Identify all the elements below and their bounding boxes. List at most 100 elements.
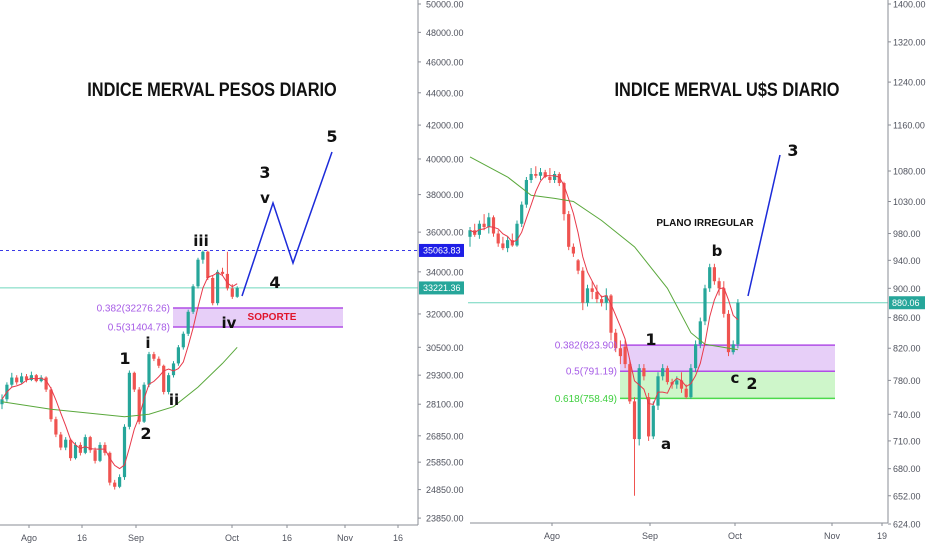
candle-body [524, 179, 528, 205]
date-tick-label: 16 [393, 533, 403, 543]
candle-down [24, 373, 29, 383]
candle-down [137, 387, 141, 425]
candle-down [225, 251, 229, 291]
candle-up [585, 284, 590, 307]
candle-down [717, 277, 721, 296]
candle-body [576, 260, 580, 271]
candle-down [679, 372, 684, 393]
candle-body [176, 347, 180, 364]
candle-body [628, 364, 632, 402]
candle-body [181, 333, 185, 348]
date-tick-label: 19 [877, 531, 887, 541]
candle-body [656, 376, 660, 406]
candle-body [557, 173, 561, 184]
candle-down [44, 376, 48, 392]
price-tick-label: 24850.00 [426, 485, 464, 495]
candle-down [113, 479, 117, 490]
candle-body [83, 437, 87, 453]
candle-up [529, 168, 533, 184]
candle-body [712, 267, 716, 282]
candle-body [152, 354, 156, 359]
candle-down [220, 267, 225, 276]
price-axis[interactable]: 50000.00 48000.00 46000.00 44000.00 42000.00… [418, 0, 464, 524]
price-tick-label: 23850.00 [426, 514, 464, 524]
candle-body [651, 405, 655, 437]
candle-down [211, 275, 215, 306]
price-axis[interactable]: 1400.00 1320.00 1240.00 1160.00 1080.00 1030.… [888, 0, 926, 529]
date-tick-label: 16 [282, 533, 292, 543]
price-tick-label: 1160.00 [893, 121, 925, 131]
candle-down [726, 310, 731, 357]
candle-body [571, 246, 575, 254]
candle-up [708, 263, 712, 292]
wave-label: iv [222, 314, 237, 332]
candle-body [44, 377, 48, 390]
candle-body [118, 477, 122, 487]
candle-down [15, 375, 19, 385]
candle-body [20, 376, 24, 383]
resistance-price-tag: 35063.83 [419, 243, 464, 257]
candle-body [694, 344, 698, 369]
candle-up [147, 351, 151, 388]
price-tick-label: 710.00 [893, 436, 921, 446]
candle-up [661, 364, 665, 381]
wave-label: 2 [746, 374, 757, 393]
candle-body [220, 271, 225, 274]
candle-body [167, 375, 171, 392]
candle-body [127, 372, 131, 427]
price-tick-label: 1030.00 [893, 197, 926, 207]
candle-body [482, 223, 486, 227]
candle-body [722, 288, 726, 314]
price-tick-label: 624.00 [893, 519, 921, 529]
price-tick-label: 36000.00 [426, 228, 464, 238]
price-tick-label: 740.00 [893, 410, 921, 420]
candle-up [487, 212, 491, 234]
time-axis[interactable]: Ago 16 Sep Oct 16 Nov 16 [21, 525, 403, 543]
candle-down [132, 371, 136, 392]
slow-ma-line [469, 156, 738, 351]
candle-body [717, 281, 721, 289]
candle-down [614, 328, 618, 353]
candle-down [473, 223, 477, 237]
price-tick-label: 50000.00 [426, 0, 464, 10]
price-tick-label: 40000.00 [426, 154, 464, 164]
candle-up [20, 372, 24, 384]
price-tick-label: 940.00 [893, 256, 921, 266]
candle-body [15, 377, 19, 383]
wave-label: i [145, 334, 150, 352]
candle-down [54, 416, 58, 438]
candle-body [64, 439, 68, 448]
candle-up [694, 340, 698, 373]
candle-down [157, 356, 161, 369]
candle-down [576, 258, 580, 275]
price-tick-label: 34000.00 [426, 267, 464, 277]
candle-down [623, 340, 627, 369]
candle-body [684, 388, 688, 398]
candle-body [147, 354, 151, 385]
candle-up [39, 375, 43, 383]
candle-up [83, 434, 87, 455]
price-tick-label: 1320.00 [893, 37, 926, 47]
candle-body [595, 291, 599, 300]
candle-up [196, 257, 200, 289]
candle-body [703, 288, 707, 322]
candle-body [618, 348, 622, 357]
candle-body [113, 482, 117, 487]
candle-body [54, 419, 58, 435]
candle-body [59, 434, 63, 448]
price-tick-label: 652.00 [893, 491, 921, 501]
candle-up [176, 345, 180, 366]
candle-up [524, 176, 528, 208]
candle-body [88, 437, 92, 451]
candle-up [736, 299, 740, 349]
candle-body [122, 426, 127, 478]
candle-body [726, 313, 731, 353]
candle-body [132, 372, 136, 390]
wave-label: 1 [119, 349, 130, 368]
price-tick-label: 38000.00 [426, 190, 464, 200]
candle-body [679, 380, 684, 389]
time-axis[interactable]: Ago Sep Oct Nov 19 [544, 523, 887, 541]
candle-down [510, 233, 514, 247]
candle-up [520, 201, 524, 227]
